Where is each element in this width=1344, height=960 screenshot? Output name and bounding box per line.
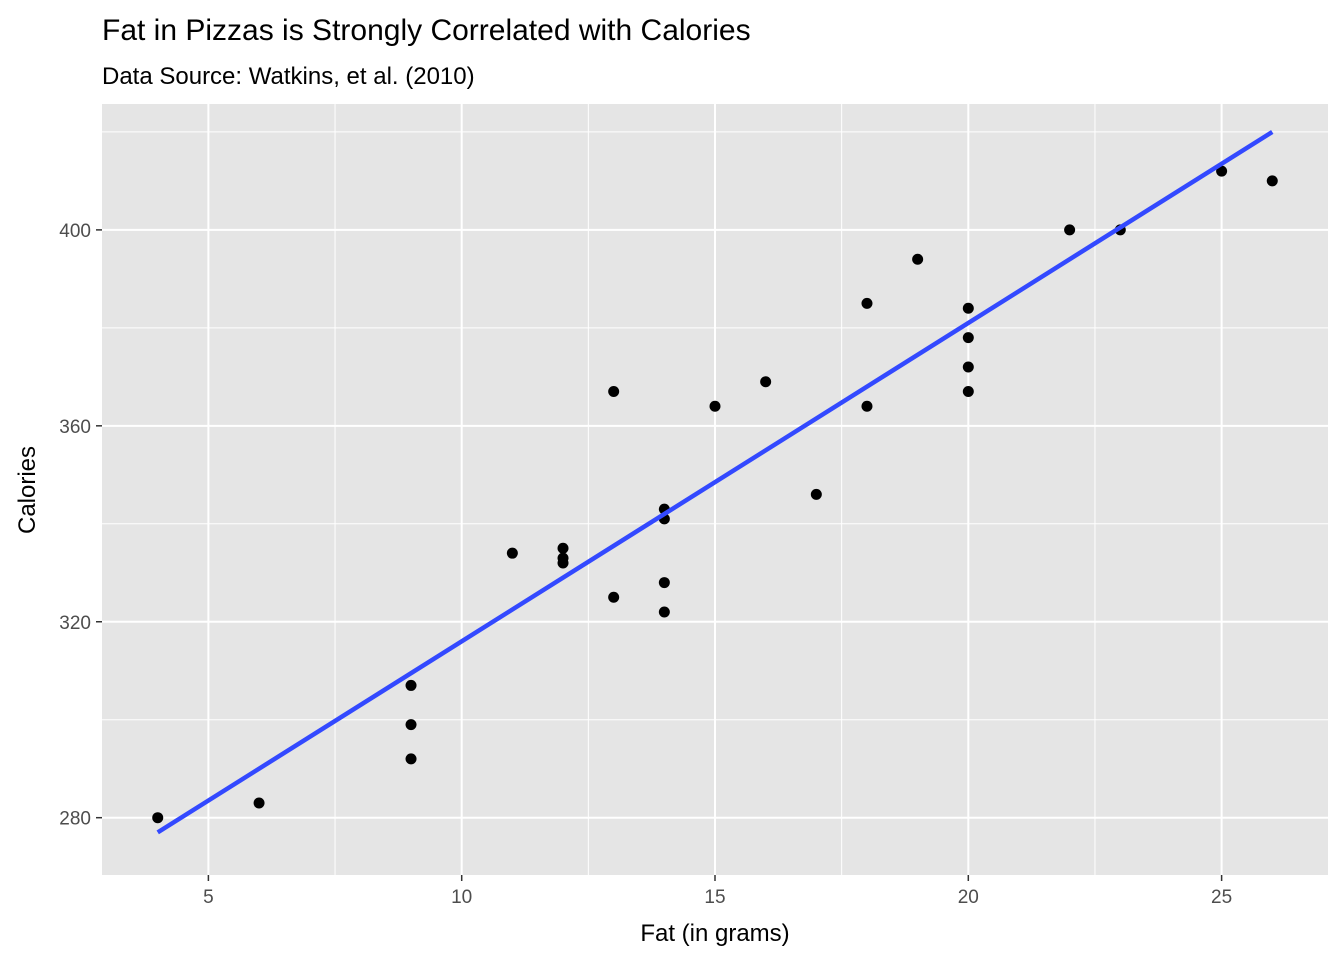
- data-point: [557, 552, 569, 564]
- fit-line-group: [156, 130, 1274, 835]
- data-point: [861, 297, 873, 309]
- data-point: [152, 812, 164, 824]
- data-point: [709, 400, 721, 412]
- data-point: [1216, 165, 1228, 177]
- y-tick-label: 280: [59, 809, 91, 830]
- data-point: [658, 577, 670, 589]
- data-point: [253, 797, 265, 809]
- x-tick-label: 15: [704, 887, 725, 908]
- data-point: [608, 591, 620, 603]
- fit-line: [156, 130, 1274, 835]
- data-point: [962, 332, 974, 344]
- data-point: [861, 400, 873, 412]
- major-gridlines: [102, 104, 1328, 875]
- chart-subtitle: Data Source: Watkins, et al. (2010): [102, 63, 475, 90]
- x-tick-label: 25: [1211, 887, 1232, 908]
- data-point: [810, 488, 822, 500]
- x-axis-ticks: 5 10 15 20 25: [203, 875, 1232, 908]
- data-point: [405, 679, 417, 691]
- y-axis-ticks: 280 320 360 400: [59, 221, 102, 830]
- data-point: [912, 253, 924, 265]
- data-point: [1266, 175, 1278, 187]
- data-point: [608, 386, 620, 398]
- data-point: [962, 386, 974, 398]
- chart-title: Fat in Pizzas is Strongly Correlated wit…: [102, 14, 751, 47]
- data-point: [506, 547, 518, 559]
- data-point: [405, 753, 417, 765]
- x-tick-label: 10: [451, 887, 472, 908]
- data-point: [405, 719, 417, 731]
- y-tick-label: 320: [59, 613, 91, 634]
- y-tick-label: 400: [59, 221, 91, 242]
- y-axis-title: Calories: [14, 446, 41, 534]
- data-point: [760, 376, 772, 388]
- data-point: [658, 606, 670, 618]
- data-point: [557, 542, 569, 554]
- x-tick-label: 20: [958, 887, 979, 908]
- x-tick-label: 5: [203, 887, 214, 908]
- x-axis-title: Fat (in grams): [640, 920, 789, 947]
- y-tick-label: 360: [59, 417, 91, 438]
- data-point: [962, 302, 974, 314]
- data-point: [1064, 224, 1076, 236]
- data-point: [962, 361, 974, 373]
